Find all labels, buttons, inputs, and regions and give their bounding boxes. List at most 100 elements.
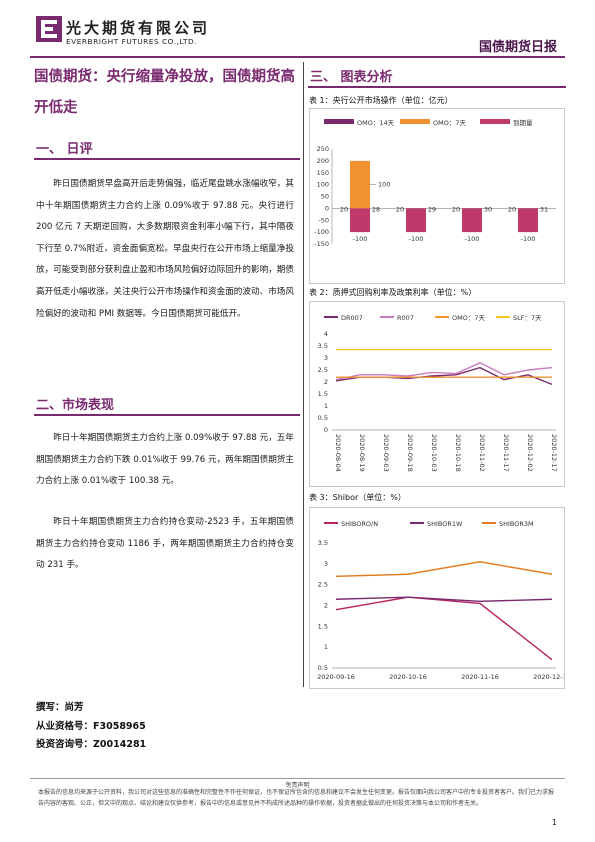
chart-3-frame: SHIBORO/N SHIBOR1W SHIBOR3M 3.5 3 2.5 2 1.5 1 0.5…: [309, 507, 571, 689]
omo-bar-chart: OMO：14天 OMO：7天 到期量 250 200 150 100 50 0 -50 -100 -1…: [314, 119, 556, 248]
y-tick-label: 4: [324, 330, 328, 338]
y-tick-label: 3.5: [318, 539, 328, 547]
y-tick-label: -150: [314, 240, 329, 248]
y-tick-label: 100: [317, 181, 329, 189]
market-performance-paragraph-2: 昨日十年期国债期货主力合约持仓变动-2523 手，五年期国债期货主力合约持仓变动…: [36, 517, 294, 571]
headline: 国债期货：央行缩量净投放，国债期货高开低走: [34, 69, 295, 116]
series-line-2: [335, 362, 553, 381]
disclaimer-title: 免责声明: [285, 782, 310, 789]
shibor-line-chart: SHIBORO/N SHIBOR1W SHIBOR3M 3.5 3 2.5 2 1.5 1 0.5…: [317, 520, 571, 681]
consulting-number: 投资咨询号：Z0014281: [36, 739, 147, 750]
x-tick-label: 2020-12-17: [550, 434, 558, 472]
bar-maturity: [518, 208, 538, 233]
y-tick-label: 3.5: [318, 342, 328, 350]
legend-label-4: SLF：7天: [513, 314, 542, 322]
company-name-en: EVERBRIGHT FUTURES CO.,LTD.: [66, 37, 198, 46]
legend-swatch-1: [324, 119, 354, 124]
legend-label-1: OMO：14天: [357, 119, 395, 127]
x-tick-label: 2020-12-02: [526, 434, 534, 472]
x-tick-label: 2020-09-03: [382, 434, 390, 472]
y-tick-label: 200: [317, 157, 329, 165]
x-tick-label: 2020-10-16: [389, 673, 427, 681]
section-divider: [308, 86, 566, 88]
data-label: 100: [378, 181, 390, 189]
chart-2-frame: DR007 R007 OMO：7天 SLF：7天 4 3.5 3 2.5 2 1.5 1 0.5 0 20…: [309, 301, 565, 487]
x-tick-label: 2020-12-16: [533, 673, 564, 681]
chart-1-frame: OMO：14天 OMO：7天 到期量 250 200 150 100 50 0 -50 -100 -1…: [309, 108, 565, 284]
bar-omo7: [350, 160, 370, 209]
y-tick-label: 1: [324, 402, 328, 410]
legend-label-2: OMO：7天: [433, 119, 466, 127]
x-tick-label: 2020-09-18: [406, 434, 414, 472]
series-line-3: [335, 561, 553, 578]
y-tick-label: 2.5: [318, 581, 328, 589]
footer-divider: [30, 778, 565, 779]
data-label: -100: [521, 235, 536, 243]
series-line-1: [335, 596, 553, 661]
x-tick-label: 29: [428, 205, 436, 213]
bar-maturity: [462, 208, 482, 233]
x-tick-label: 2020-08-19: [358, 434, 366, 472]
data-label: -100: [465, 235, 480, 243]
section-title-market-performance: 二、市场表现: [36, 398, 115, 413]
y-tick-label: 3: [324, 560, 328, 568]
x-tick-label: 2020-11-16: [461, 673, 499, 681]
series-line-2: [335, 596, 553, 603]
x-tick-label: 20: [452, 205, 460, 213]
x-tick-label: 28: [372, 205, 380, 213]
y-tick-label: 1.5: [318, 622, 328, 630]
legend-swatch-2: [400, 119, 430, 124]
y-tick-label: 150: [317, 169, 329, 177]
section-title-daily-review: 一、 日评: [36, 142, 93, 157]
y-tick-label: 1: [324, 643, 328, 651]
y-tick-label: 250: [317, 145, 329, 153]
chart-1-caption: 表 1：央行公开市场操作（单位：亿元）: [309, 96, 453, 105]
y-tick-label: 2: [324, 602, 328, 610]
data-label: -100: [409, 235, 424, 243]
x-tick-label: 20: [508, 205, 516, 213]
legend-label-1: DR007: [341, 314, 363, 322]
x-tick-label: 2020-08-04: [334, 434, 342, 472]
company-logo-icon: [36, 16, 62, 42]
y-tick-label: 2: [324, 378, 328, 386]
section-divider: [34, 158, 300, 160]
y-tick-label: -100: [314, 228, 329, 236]
report-type-title: 国债期货日报: [478, 40, 557, 55]
legend-label-3: SHIBOR3M: [499, 520, 534, 528]
repo-rate-line-chart: DR007 R007 OMO：7天 SLF：7天 4 3.5 3 2.5 2 1.5 1 0.5 0 20…: [318, 314, 558, 472]
author-name: 撰写：尚芳: [36, 702, 84, 713]
x-tick-label: 2020-09-16: [317, 673, 355, 681]
company-name-cn: 光大期货有限公司: [66, 19, 211, 37]
header-divider: [30, 56, 565, 58]
bar-maturity: [350, 208, 370, 233]
y-tick-label: 1.5: [318, 390, 328, 398]
chart-2-caption: 表 2：质押式回购利率及政策利率（单位：%）: [309, 288, 477, 297]
x-tick-label: 2020-11-17: [502, 434, 510, 472]
page-number: 1: [551, 818, 557, 827]
y-tick-label: -50: [318, 216, 329, 224]
legend-label-1: SHIBORO/N: [341, 520, 378, 528]
legend-label-2: SHIBOR1W: [427, 520, 463, 528]
x-tick-label: 20: [340, 205, 348, 213]
author-block: 撰写：尚芳 从业资格号：F3058965 投资咨询号：Z0014281: [36, 699, 146, 755]
x-tick-label: 2020-10-03: [430, 434, 438, 472]
section-divider: [34, 414, 300, 416]
bar-maturity: [406, 208, 426, 233]
daily-review-paragraph: 昨日国债期货早盘高开后走势偏强，临近尾盘跳水涨幅收窄，其中十年期国债期货主力合约…: [36, 179, 294, 319]
legend-swatch-3: [480, 119, 510, 124]
disclaimer-text: 本报告的信息均来源于公开资料，我公司对这些信息的准确性和完整性不作任何保证，也不…: [38, 789, 555, 807]
y-tick-label: 50: [321, 193, 329, 201]
series-line-1: [335, 366, 553, 386]
y-tick-label: 0.5: [318, 664, 328, 672]
legend-label-2: R007: [397, 314, 414, 322]
y-tick-label: 3: [324, 354, 328, 362]
y-tick-label: 0.5: [318, 414, 328, 422]
x-tick-label: 2020-11-02: [478, 434, 486, 472]
y-tick-label: 2.5: [318, 366, 328, 374]
market-performance-paragraph-1: 昨日十年期国债期货主力合约上涨 0.09%收于 97.88 元，五年期国债期货主…: [36, 433, 294, 487]
chart-3-caption: 表 3：Shibor（单位：%）: [309, 493, 406, 502]
y-tick-label: 0: [324, 426, 328, 434]
x-tick-label: 31: [540, 205, 548, 213]
legend-label-3: 到期量: [513, 119, 533, 127]
y-tick-label: 0: [325, 204, 329, 212]
